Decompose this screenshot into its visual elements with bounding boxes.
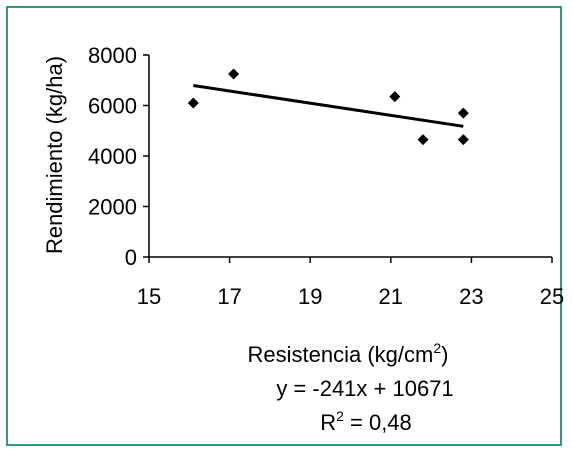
x-axis-label-tail: ) — [441, 342, 448, 367]
data-points — [187, 68, 469, 146]
x-tick-label: 17 — [217, 284, 241, 309]
data-point — [389, 91, 401, 103]
x-axis-label-main: Resistencia (kg/cm — [248, 342, 434, 367]
data-point — [187, 97, 199, 109]
r-squared-value: = 0,48 — [344, 410, 412, 435]
data-point — [457, 107, 469, 119]
x-tick-label: 19 — [298, 284, 322, 309]
r-squared-prefix: R — [320, 410, 336, 435]
r-squared: R2 = 0,48 — [320, 408, 412, 435]
x-axis-label: Resistencia (kg/cm2) — [248, 340, 449, 367]
trendline — [193, 84, 464, 128]
data-point — [228, 68, 240, 80]
y-tick-label: 4000 — [88, 144, 137, 169]
axes — [143, 54, 553, 263]
y-tick-label: 8000 — [88, 43, 137, 68]
y-axis-label: Rendimiento (kg/ha) — [42, 56, 67, 254]
x-tick-label: 25 — [540, 284, 564, 309]
x-axis-label-superscript: 2 — [433, 340, 441, 356]
x-tick-label: 21 — [379, 284, 403, 309]
tick-labels: 0 2000 4000 6000 8000 15 17 19 21 23 25 — [88, 43, 564, 309]
x-tick-label: 23 — [459, 284, 483, 309]
data-point — [457, 134, 469, 146]
y-tick-label: 0 — [125, 245, 137, 270]
data-point — [417, 134, 429, 146]
y-tick-label: 6000 — [88, 94, 137, 119]
y-tick-label: 2000 — [88, 195, 137, 220]
regression-equation: y = -241x + 10671 — [276, 376, 453, 401]
chart-frame — [6, 6, 562, 446]
trendline-group — [193, 84, 464, 128]
r-squared-superscript: 2 — [336, 408, 344, 424]
x-tick-label: 15 — [137, 284, 161, 309]
